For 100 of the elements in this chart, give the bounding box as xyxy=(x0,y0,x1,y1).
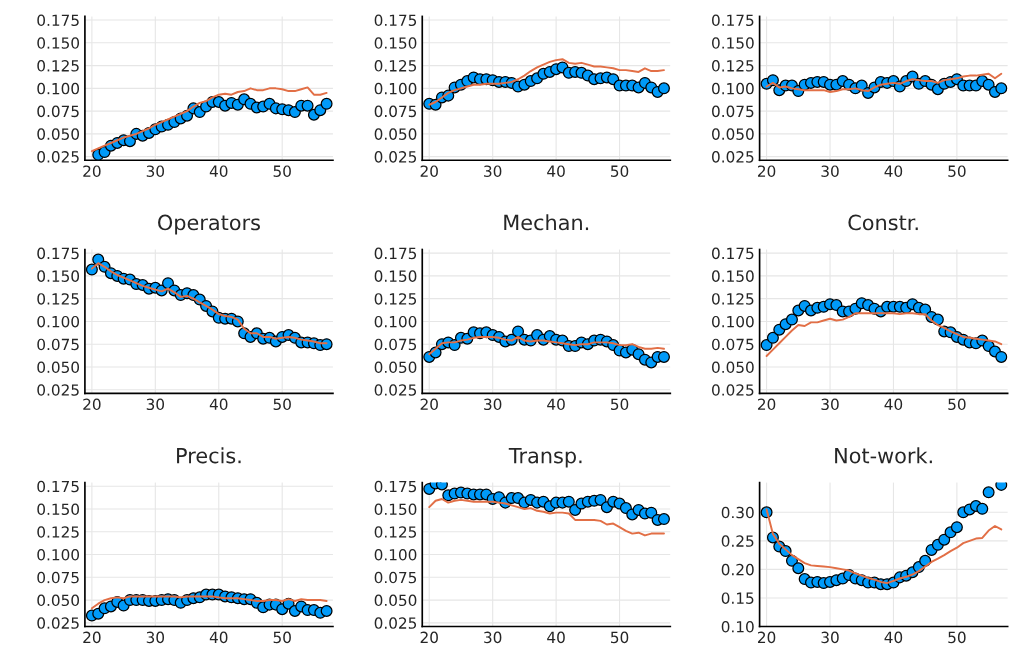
y-tick-label: 0.25 xyxy=(721,535,754,547)
x-tick-label: 30 xyxy=(821,165,839,177)
y-tick-label: 0.150 xyxy=(374,37,417,49)
y-tick-label: 0.30 xyxy=(721,506,754,519)
x-tick-label: 40 xyxy=(884,631,903,644)
y-tick-label: 0.125 xyxy=(37,526,79,538)
y-tick-label: 0.050 xyxy=(374,128,417,140)
x-tick-label: 20 xyxy=(83,398,101,411)
x-tick-label: 20 xyxy=(757,398,776,411)
x-tick-label: 40 xyxy=(209,165,228,177)
x-tick-label: 30 xyxy=(146,165,165,177)
y-tick-label: 0.075 xyxy=(37,105,79,118)
y-tick-label: 0.125 xyxy=(374,60,417,72)
x-tick-label: 50 xyxy=(948,165,966,177)
y-tick-label: 0.025 xyxy=(374,384,417,396)
y-tick-label: 0.20 xyxy=(721,563,754,576)
y-tick-label: 0.125 xyxy=(712,293,754,305)
y-tick-label: 0.150 xyxy=(374,270,417,282)
chart-title: Precis. xyxy=(177,447,241,464)
y-tick-label: 0.125 xyxy=(712,60,754,72)
y-tick-label: 0.050 xyxy=(37,128,80,140)
y-tick-label: 0.050 xyxy=(374,594,417,607)
x-tick-label: 50 xyxy=(948,398,966,411)
x-tick-label: 20 xyxy=(420,631,438,644)
y-tick-label: 0.050 xyxy=(37,594,80,607)
y-tick-label: 0.075 xyxy=(37,571,79,584)
x-tick-label: 20 xyxy=(83,631,101,644)
x-tick-label: 40 xyxy=(547,165,565,177)
x-tick-label: 30 xyxy=(146,398,165,411)
y-tick-label: 0.075 xyxy=(37,338,79,351)
x-tick-label: 40 xyxy=(209,398,228,411)
y-tick-label: 0.125 xyxy=(37,293,79,305)
x-tick-label: 20 xyxy=(420,165,438,177)
y-tick-label: 0.175 xyxy=(374,247,417,260)
y-tick-label: 0.150 xyxy=(712,270,754,282)
y-tick-label: 0.075 xyxy=(374,105,417,118)
x-tick-label: 50 xyxy=(611,631,629,644)
y-tick-label: 0.15 xyxy=(721,592,754,604)
x-tick-label: 40 xyxy=(547,398,565,411)
y-tick-label: 0.025 xyxy=(374,617,417,629)
x-tick-label: 30 xyxy=(484,631,502,644)
y-tick-label: 0.100 xyxy=(374,82,417,95)
chart-title: Operators xyxy=(158,214,260,235)
y-tick-label: 0.175 xyxy=(374,14,417,27)
x-tick-label: 20 xyxy=(420,398,438,411)
y-tick-label: 0.050 xyxy=(712,361,754,373)
y-tick-label: 0.175 xyxy=(712,14,754,27)
y-tick-label: 0.075 xyxy=(712,338,754,351)
x-tick-label: 30 xyxy=(821,398,839,411)
y-tick-label: 0.050 xyxy=(374,361,417,373)
x-tick-label: 40 xyxy=(884,165,903,177)
y-tick-label: 0.150 xyxy=(37,37,80,49)
y-tick-label: 0.100 xyxy=(712,315,754,328)
y-tick-label: 0.025 xyxy=(374,151,417,163)
chart-title: Not-work. xyxy=(835,447,932,464)
chart-title: Transp. xyxy=(508,447,582,468)
y-tick-label: 0.100 xyxy=(37,82,80,95)
y-tick-label: 0.150 xyxy=(374,503,417,516)
x-tick-label: 50 xyxy=(273,631,291,644)
y-tick-label: 0.025 xyxy=(37,617,79,629)
y-tick-label: 0.175 xyxy=(374,480,417,493)
x-tick-label: 50 xyxy=(273,398,291,411)
y-tick-label: 0.050 xyxy=(37,361,80,373)
x-tick-label: 40 xyxy=(547,631,565,644)
x-tick-label: 30 xyxy=(146,631,165,644)
y-tick-label: 0.100 xyxy=(374,315,417,328)
y-tick-label: 0.175 xyxy=(37,247,79,260)
x-tick-label: 50 xyxy=(948,631,966,644)
y-tick-label: 0.125 xyxy=(37,60,79,72)
y-tick-label: 0.10 xyxy=(721,620,754,633)
x-tick-label: 40 xyxy=(884,398,903,411)
y-tick-label: 0.175 xyxy=(37,480,79,493)
y-tick-label: 0.100 xyxy=(712,82,754,95)
y-tick-label: 0.100 xyxy=(37,315,80,328)
y-tick-label: 0.075 xyxy=(374,338,417,351)
y-tick-label: 0.150 xyxy=(37,270,80,282)
y-tick-label: 0.125 xyxy=(374,526,417,538)
y-tick-label: 0.175 xyxy=(37,14,79,27)
x-tick-label: 20 xyxy=(83,165,101,177)
x-tick-label: 50 xyxy=(611,165,629,177)
y-tick-label: 0.125 xyxy=(374,293,417,305)
y-tick-label: 0.025 xyxy=(37,384,79,396)
x-tick-label: 20 xyxy=(757,631,776,644)
y-tick-label: 0.150 xyxy=(712,37,754,49)
y-tick-label: 0.025 xyxy=(37,151,79,163)
y-tick-label: 0.100 xyxy=(37,549,80,561)
x-tick-label: 30 xyxy=(484,165,502,177)
y-tick-label: 0.075 xyxy=(712,105,754,118)
y-tick-label: 0.075 xyxy=(374,571,417,584)
x-tick-label: 30 xyxy=(821,631,839,644)
x-tick-label: 50 xyxy=(611,398,629,411)
x-tick-label: 50 xyxy=(273,165,291,177)
x-tick-label: 20 xyxy=(757,165,776,177)
y-tick-label: 0.175 xyxy=(712,247,754,260)
y-tick-label: 0.025 xyxy=(712,384,754,396)
y-tick-label: 0.050 xyxy=(712,128,754,140)
y-tick-label: 0.100 xyxy=(374,549,417,561)
y-tick-label: 0.150 xyxy=(37,503,80,516)
y-tick-label: 0.025 xyxy=(712,151,754,163)
x-tick-label: 40 xyxy=(209,631,228,644)
